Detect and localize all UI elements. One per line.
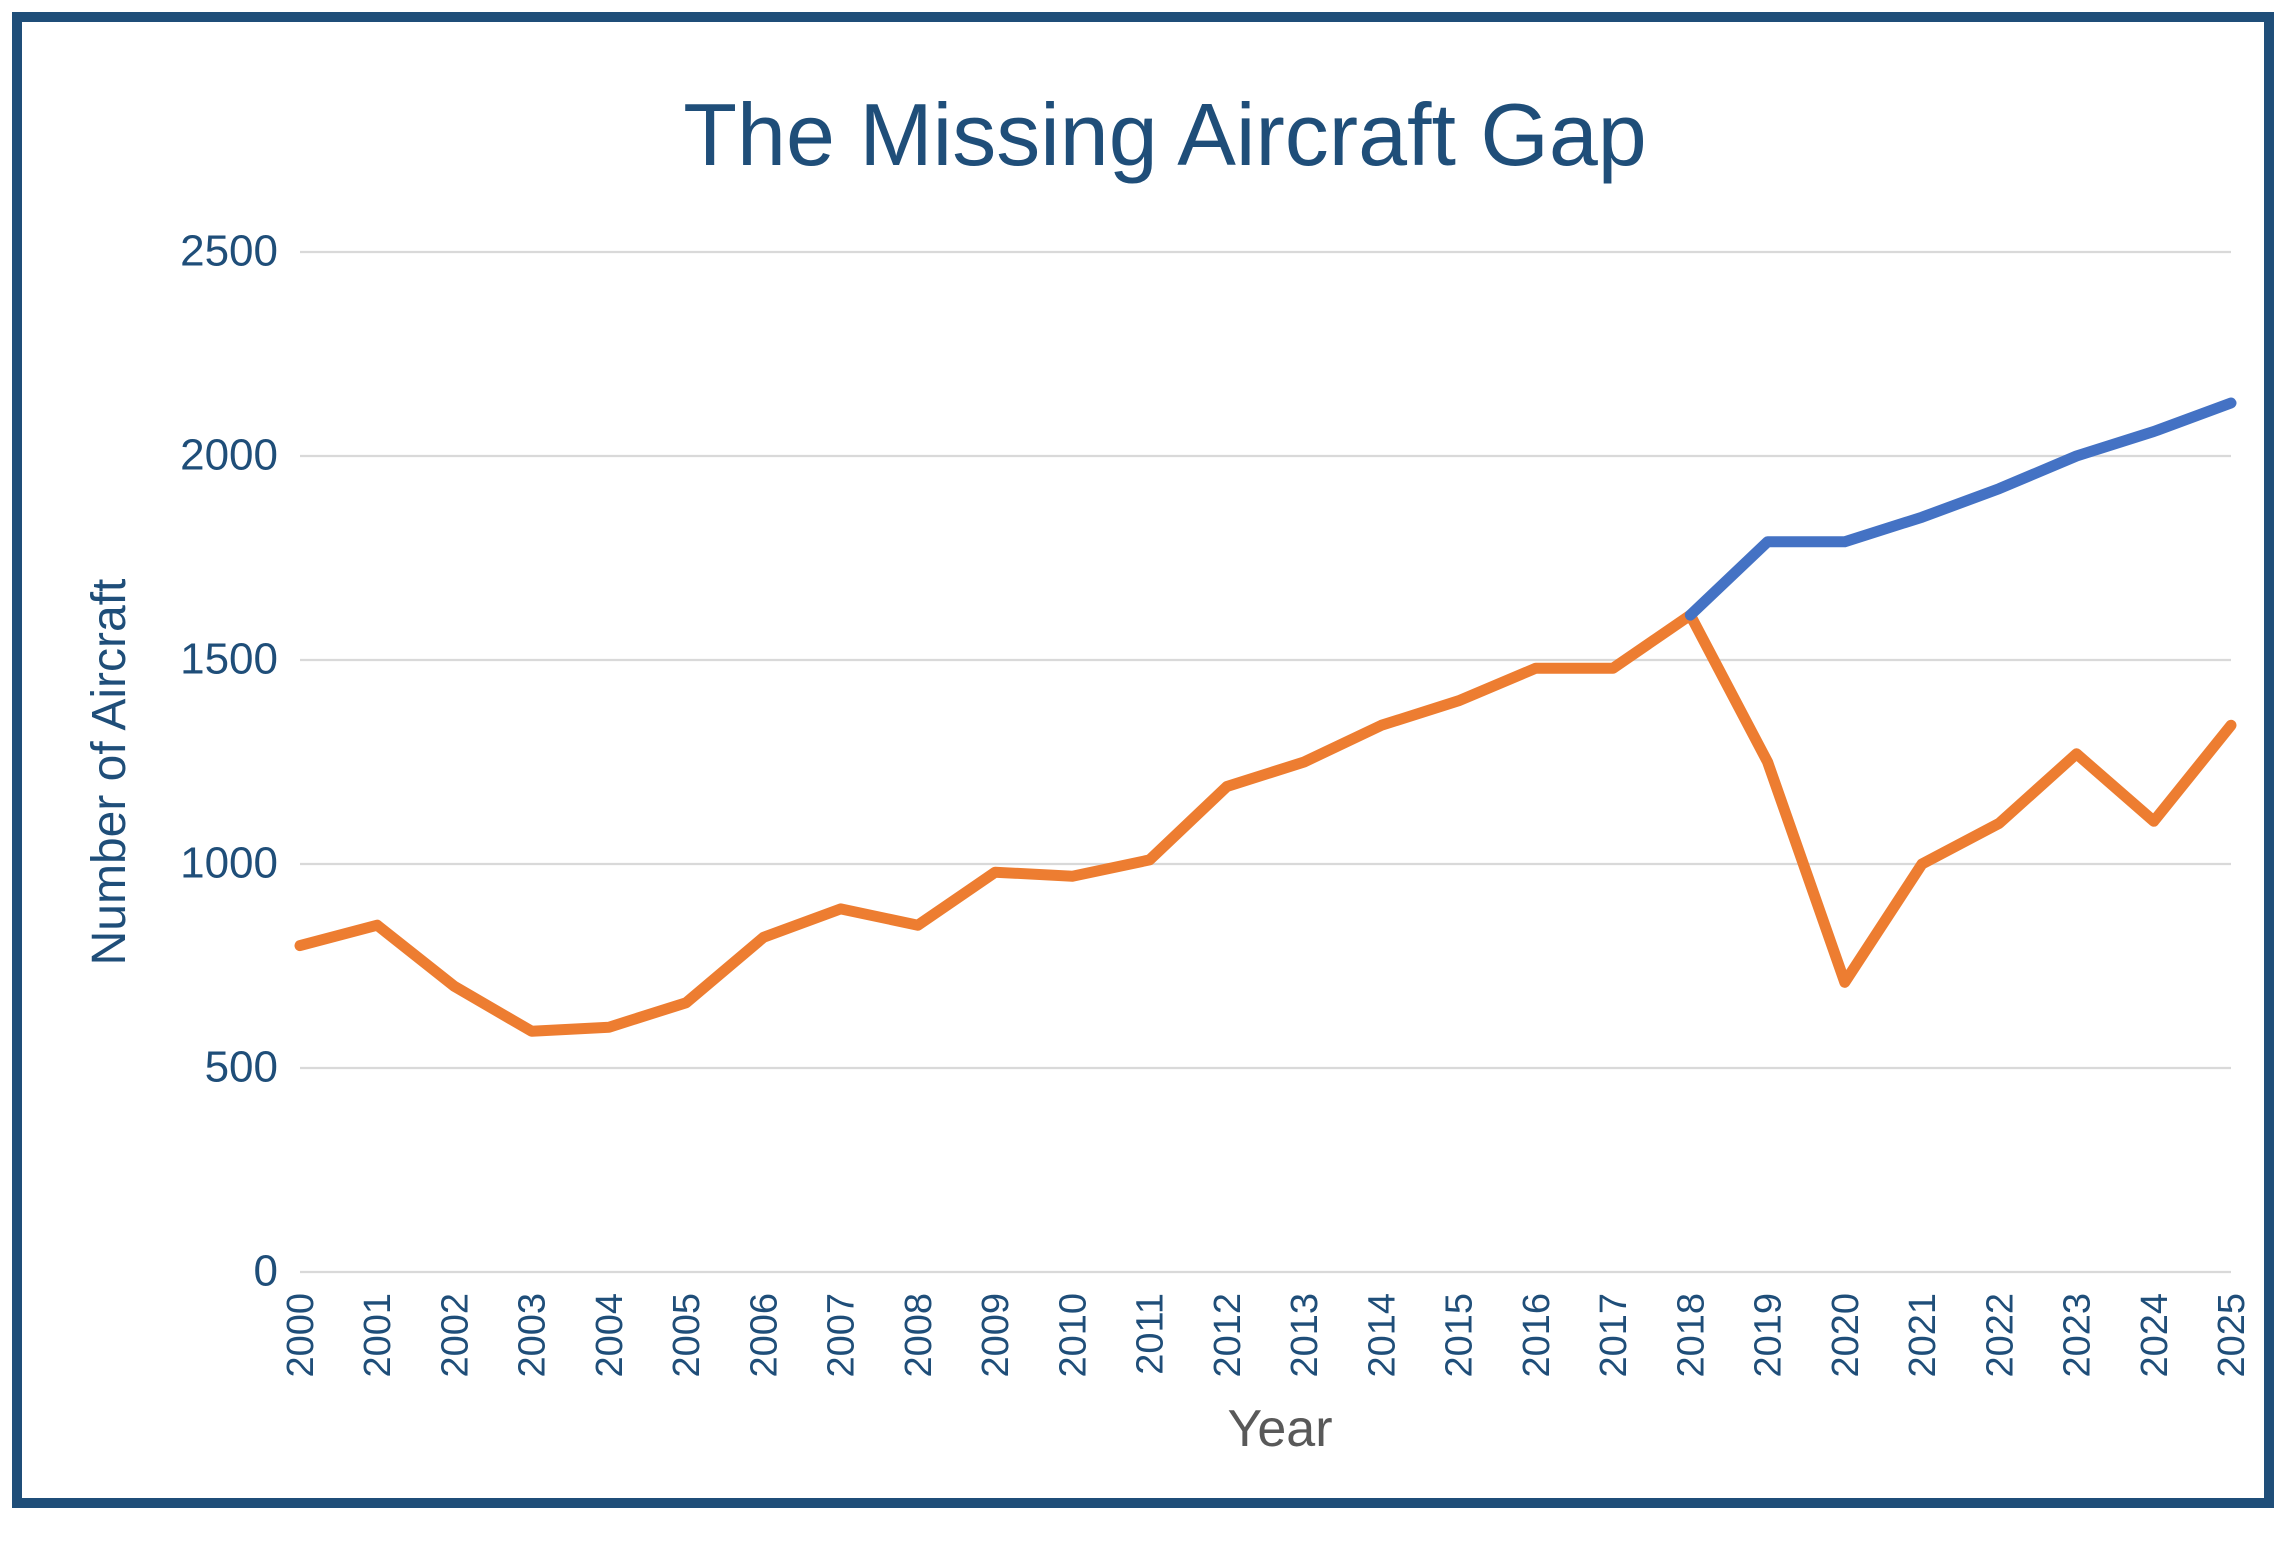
svg-text:2002: 2002 — [435, 1293, 477, 1378]
svg-text:2021: 2021 — [1902, 1293, 1944, 1378]
svg-text:2500: 2500 — [180, 227, 278, 276]
svg-text:2006: 2006 — [743, 1293, 785, 1378]
svg-text:Year: Year — [1227, 1400, 1332, 1458]
svg-text:2015: 2015 — [1439, 1293, 1481, 1378]
svg-text:1500: 1500 — [180, 635, 278, 684]
svg-text:2019: 2019 — [1748, 1293, 1790, 1378]
svg-text:500: 500 — [205, 1043, 278, 1092]
svg-text:2000: 2000 — [180, 431, 278, 480]
svg-text:2011: 2011 — [1130, 1293, 1172, 1375]
svg-text:2004: 2004 — [589, 1293, 631, 1378]
svg-text:2012: 2012 — [1207, 1293, 1249, 1378]
svg-text:2024: 2024 — [2134, 1293, 2176, 1378]
svg-text:2022: 2022 — [1979, 1293, 2021, 1378]
svg-text:2005: 2005 — [666, 1293, 708, 1378]
svg-text:2001: 2001 — [357, 1293, 399, 1378]
svg-text:2009: 2009 — [975, 1293, 1017, 1378]
svg-text:2018: 2018 — [1670, 1293, 1712, 1378]
svg-text:Number of Aircraft: Number of Aircraft — [83, 579, 136, 966]
svg-text:2014: 2014 — [1361, 1293, 1403, 1378]
svg-text:2023: 2023 — [2057, 1293, 2099, 1378]
svg-text:2017: 2017 — [1593, 1293, 1635, 1378]
svg-text:2013: 2013 — [1284, 1293, 1326, 1378]
svg-text:2020: 2020 — [1825, 1293, 1867, 1378]
svg-text:2003: 2003 — [512, 1293, 554, 1378]
svg-text:2008: 2008 — [898, 1293, 940, 1378]
svg-text:2016: 2016 — [1516, 1293, 1558, 1378]
svg-text:2010: 2010 — [1052, 1293, 1094, 1378]
svg-text:1000: 1000 — [180, 839, 278, 888]
svg-text:0: 0 — [254, 1247, 278, 1296]
svg-text:2025: 2025 — [2211, 1293, 2253, 1378]
svg-text:2007: 2007 — [821, 1293, 863, 1378]
svg-text:2000: 2000 — [280, 1293, 322, 1378]
